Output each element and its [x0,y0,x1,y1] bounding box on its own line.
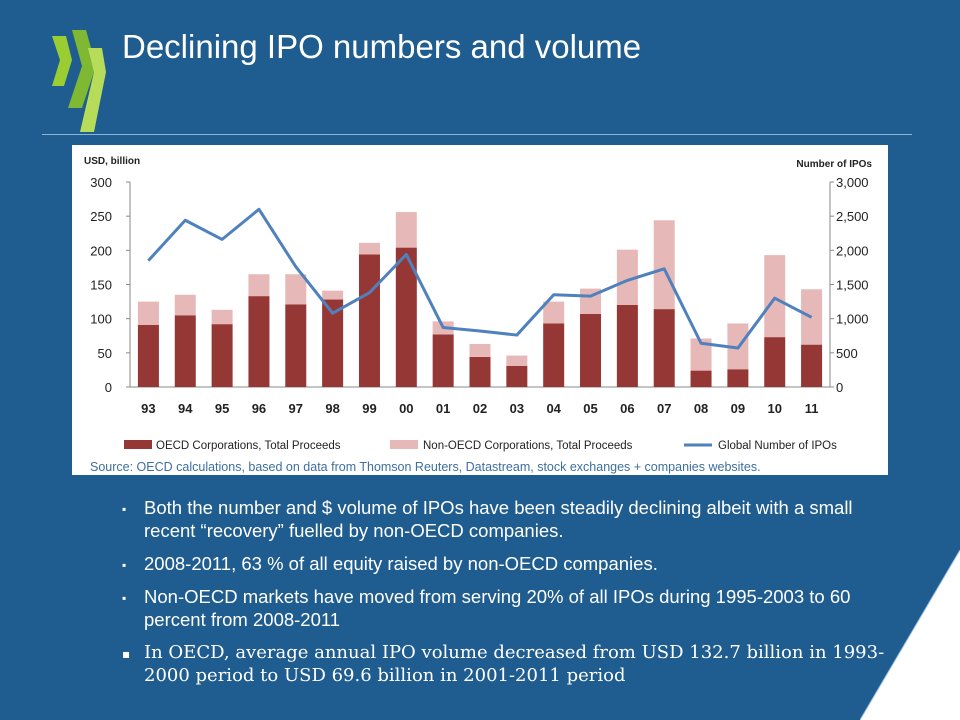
oecd-logo-icon [52,30,106,132]
bullet-list: ▪ Both the number and $ volume of IPOs ha… [120,496,900,697]
left-tick-label: 100 [90,312,112,327]
x-tick-label: 96 [252,401,266,416]
right-tick-label: 1,000 [836,312,869,327]
left-tick-label: 0 [105,380,112,395]
bullet-mark: ▪ [122,502,127,516]
left-tick-label: 250 [90,209,112,224]
source-note: Source: OECD calculations, based on data… [90,460,761,474]
oecd-bar [248,296,270,387]
non-oecd-bar [469,343,491,357]
oecd-bar [506,365,528,387]
non-oecd-bar [137,301,159,325]
non-oecd-bar [322,290,344,300]
oecd-bar [727,369,749,387]
right-tick-label: 1,500 [836,278,869,293]
bullet-item: ▪ 2008-2011, 63 % of all equity raised by… [120,552,900,575]
bullet-item: ▪ Non-OECD markets have moved from servin… [120,585,900,631]
non-oecd-bar [358,242,380,255]
non-oecd-bar [174,294,196,316]
right-tick-label: 0 [836,380,843,395]
x-tick-label: 08 [694,401,708,416]
left-tick-label: 150 [90,278,112,293]
x-tick-label: 98 [325,401,339,416]
ipo-chart-svg: USD, billion Number of IPOs05010015020025… [84,156,872,452]
oecd-bar [616,305,638,387]
non-oecd-bar [616,249,638,305]
non-oecd-bar [543,301,565,324]
bullet-text: Both the number and $ volume of IPOs hav… [144,497,853,541]
ipo-chart: USD, billion Number of IPOs 0 50 100 150 200 25… [72,145,888,475]
x-tick-label: 09 [731,401,745,416]
legend-label-non-oecd: Non-OECD Corporations, Total Proceeds [423,440,633,452]
non-oecd-bar [764,255,786,338]
x-tick-label: 03 [510,401,524,416]
bullet-mark: ▪ [122,558,127,572]
oecd-bar [580,313,602,387]
non-oecd-bar [395,212,417,248]
x-tick-label: 01 [436,401,450,416]
x-tick-label: 05 [583,401,597,416]
left-axis-label: USD, billion [84,156,140,167]
right-tick-label: 2,500 [836,209,869,224]
corner-decoration [860,550,960,720]
oecd-bar [469,356,491,387]
non-oecd-bar [211,309,233,325]
x-tick-label: 97 [289,401,303,416]
x-tick-label: 93 [141,401,155,416]
oecd-bar [690,370,712,387]
x-tick-label: 99 [362,401,376,416]
right-axis-label: Number of IPOs [796,159,872,170]
non-oecd-bar [285,274,307,305]
x-tick-label: 11 [805,401,819,416]
legend-label-oecd: OECD Corporations, Total Proceeds [156,440,341,452]
bullet-item: ▪ Both the number and $ volume of IPOs ha… [120,496,900,542]
title-divider [42,134,912,135]
x-tick-label: 07 [657,401,671,416]
left-tick-label: 300 [90,175,112,190]
x-tick-label: 10 [768,401,782,416]
x-tick-label: 04 [546,401,561,416]
oecd-bar [358,254,380,387]
bullet-mark: ▪ [122,647,131,661]
right-tick-label: 500 [836,346,858,361]
non-oecd-bar [653,220,675,310]
oecd-bar [801,344,823,387]
oecd-bar [322,299,344,387]
oecd-bar [395,247,417,387]
oecd-bar [653,309,675,387]
non-oecd-bar [690,338,712,371]
bullet-item: ▪ In OECD, average annual IPO volume decr… [120,641,900,687]
right-tick-label: 3,000 [836,175,869,190]
x-tick-label: 95 [215,401,229,416]
oecd-bar [432,334,454,387]
bullet-mark: ▪ [122,591,127,605]
legend-swatch-non-oecd [390,440,418,449]
oecd-bar [285,304,307,387]
x-tick-label: 94 [178,401,193,416]
bullet-text: 2008-2011, 63 % of all equity raised by … [144,553,658,574]
right-tick-label: 2,000 [836,243,869,258]
bullet-text: Non-OECD markets have moved from serving… [144,586,851,630]
left-tick-label: 200 [90,243,112,258]
non-oecd-bar [506,355,528,366]
x-tick-label: 06 [620,401,634,416]
ipo-count-line [147,207,813,350]
oecd-bar [764,337,786,387]
x-tick-label: 02 [473,401,487,416]
left-tick-label: 50 [98,346,112,361]
legend-swatch-oecd [124,440,152,449]
oecd-bar [543,323,565,387]
legend-label-ipo: Global Number of IPOs [718,440,837,452]
bullet-text: In OECD, average annual IPO volume decre… [144,642,885,686]
oecd-bar [174,315,196,387]
oecd-bar [137,324,159,387]
x-tick-label: 00 [399,401,413,416]
oecd-bar [211,324,233,387]
non-oecd-bar [248,274,270,297]
slide-title: Declining IPO numbers and volume [122,28,642,65]
